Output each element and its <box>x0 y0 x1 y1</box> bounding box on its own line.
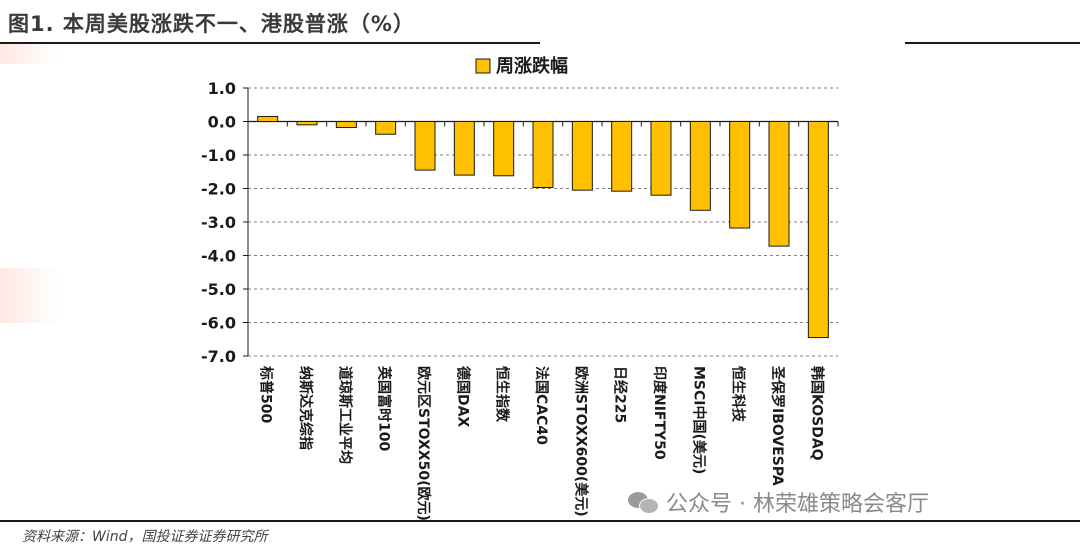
y-tick-label: -1.0 <box>201 146 236 165</box>
bar <box>493 121 515 177</box>
source-note: 资料来源：Wind，国投证券证券研究所 <box>22 529 268 545</box>
x-tick-labels: 标普500 纳斯达克综指 道琼斯工业平均 英国富时100 欧元区STOXX50(欧元) 德… <box>258 365 826 520</box>
x-tick-label: 英国富时100 <box>376 365 393 451</box>
x-tick-label: 印度NIFTY50 <box>651 366 668 460</box>
x-tick-label: 韩国KOSDAQ <box>808 366 825 461</box>
bar <box>807 121 829 339</box>
x-tick-label: 道琼斯工业平均 <box>336 366 353 464</box>
bar <box>689 121 711 211</box>
x-tick-label: 欧洲STOXX600(美元) <box>572 366 589 517</box>
bar <box>768 121 790 247</box>
bar <box>571 121 593 191</box>
x-tick-label: 法国CAC40 <box>533 366 550 445</box>
figure-title: 图1. 本周美股涨跌不一、港股普涨（%） <box>8 12 415 36</box>
y-tick-label: -6.0 <box>201 314 236 333</box>
y-tick-label: -3.0 <box>201 213 236 232</box>
bar <box>257 115 279 122</box>
bar <box>611 121 633 192</box>
x-tick-label: 恒生指数 <box>494 366 511 423</box>
legend: 周涨跌幅 <box>475 55 568 77</box>
bar <box>375 121 397 135</box>
y-tick-label: -5.0 <box>201 280 236 299</box>
x-tick-label: 标普500 <box>258 365 275 423</box>
grid-lines <box>248 87 838 357</box>
bar-chart: 1.0 0.0 -1.0 -2.0 -3.0 -4.0 -5.0 -6.0 -7.0 标普500… <box>201 55 839 520</box>
decor-gradient-top <box>0 44 60 64</box>
legend-swatch <box>475 58 491 74</box>
bars <box>257 115 829 339</box>
watermark-text: 公众号 · 林荣雄策略会客厅 <box>666 492 929 517</box>
bar <box>729 121 751 229</box>
x-tick-label: 欧元区STOXX50(欧元) <box>415 366 432 520</box>
bar <box>532 121 554 188</box>
y-tick-label: -4.0 <box>201 247 236 266</box>
y-tick-label: 0.0 <box>208 113 236 132</box>
bar <box>335 121 357 129</box>
x-tick-label: 恒生科技 <box>730 366 747 423</box>
y-tick-label: 1.0 <box>208 79 236 98</box>
wechat-icon <box>628 490 659 514</box>
watermark: 公众号 · 林荣雄策略会客厅 <box>628 486 929 518</box>
bar <box>296 121 318 126</box>
x-tick-label: MSCI中国(美元) <box>690 366 707 474</box>
x-tick-label: 纳斯达克综指 <box>297 366 314 450</box>
bar <box>414 121 436 171</box>
decor-gradient-left <box>0 268 60 323</box>
footer-rule <box>0 520 1080 522</box>
y-tick-label: -7.0 <box>201 347 236 366</box>
x-tick-label: 圣保罗IBOVESPA <box>769 365 786 486</box>
legend-label: 周涨跌幅 <box>496 55 568 77</box>
bar <box>650 121 672 196</box>
y-tick-label: -2.0 <box>201 180 236 199</box>
x-tick-label: 日经225 <box>612 366 629 423</box>
title-rule-gap <box>540 42 905 44</box>
bar <box>453 121 475 176</box>
x-tick-label: 德国DAX <box>454 366 471 427</box>
